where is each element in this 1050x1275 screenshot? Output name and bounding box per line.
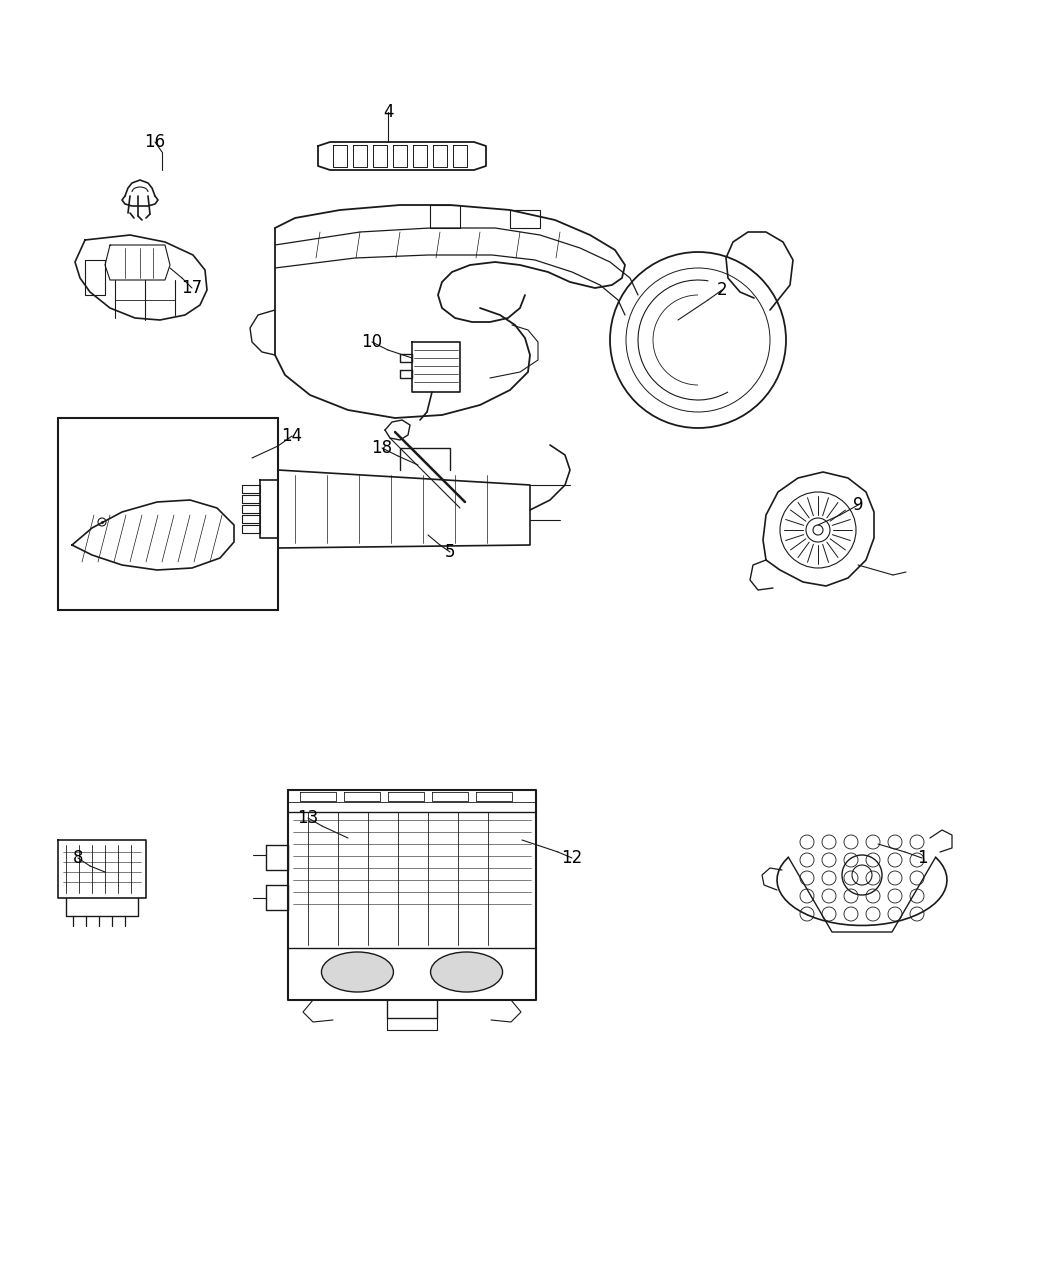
Text: 16: 16 bbox=[145, 133, 166, 150]
Text: 8: 8 bbox=[72, 849, 83, 867]
Text: 10: 10 bbox=[361, 333, 382, 351]
Text: 18: 18 bbox=[372, 439, 393, 456]
Text: 4: 4 bbox=[383, 103, 394, 121]
Ellipse shape bbox=[430, 952, 503, 992]
Text: 5: 5 bbox=[445, 543, 456, 561]
Bar bbox=[58, 418, 278, 609]
Ellipse shape bbox=[321, 952, 394, 992]
Text: 12: 12 bbox=[562, 849, 583, 867]
Text: 17: 17 bbox=[182, 279, 203, 297]
Text: 2: 2 bbox=[717, 280, 728, 300]
Text: 13: 13 bbox=[297, 810, 318, 827]
Text: 14: 14 bbox=[281, 427, 302, 445]
Text: 9: 9 bbox=[853, 496, 863, 514]
Text: 1: 1 bbox=[917, 849, 927, 867]
